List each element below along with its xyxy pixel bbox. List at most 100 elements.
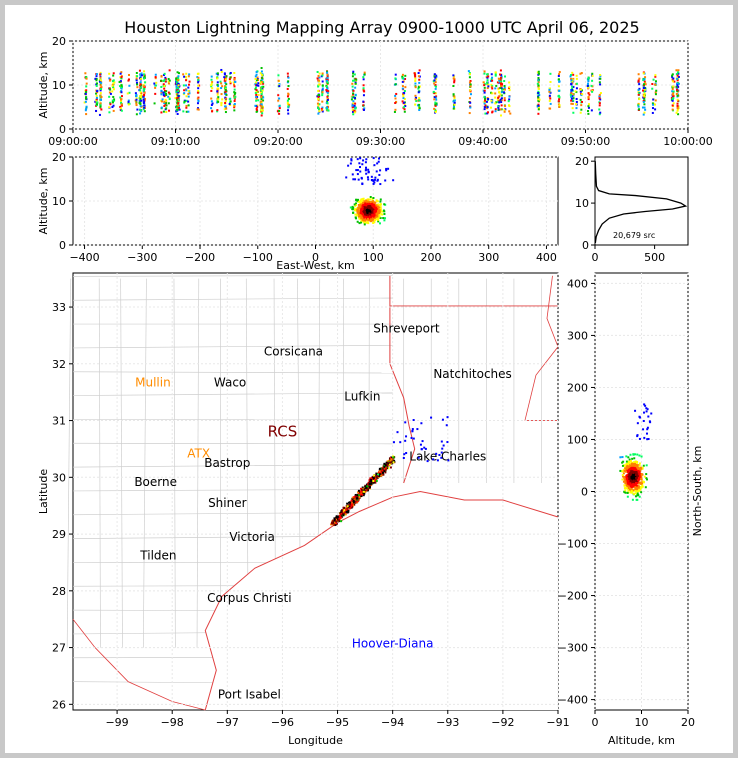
- east-west-source: [365, 199, 368, 202]
- altitude-time-source: [261, 112, 264, 115]
- altitude-time-source: [325, 85, 328, 88]
- altitude-time-source: [327, 109, 330, 112]
- altitude-time-source: [508, 86, 511, 89]
- north-south-source: [633, 463, 636, 466]
- altitude-time-source: [468, 81, 471, 84]
- east-west-source: [354, 178, 357, 181]
- east-west-source: [373, 202, 376, 205]
- altitude-time-source: [168, 96, 171, 99]
- east-west-source: [371, 214, 374, 217]
- altitude-time-source: [575, 103, 578, 106]
- plan-view-source: [356, 493, 359, 496]
- altitude-time-source: [352, 96, 355, 99]
- charts-layer: 09:00:00 09:10:00 09:20:00 09:30:00 09:40:00…: [37, 35, 713, 747]
- altitude-time-source: [254, 104, 257, 107]
- altitude-time-source: [224, 105, 227, 108]
- altitude-time-source: [433, 75, 436, 78]
- plan-view-source: [333, 518, 336, 521]
- altitude-time-source: [99, 105, 102, 108]
- east-west-source: [358, 205, 361, 208]
- altitude-time-source: [260, 114, 263, 117]
- altitude-time-source: [469, 106, 472, 109]
- altitude-time-source: [255, 73, 258, 76]
- plan-view-source: [346, 505, 349, 508]
- east-west-source: [356, 208, 359, 211]
- altitude-time-source: [210, 89, 213, 92]
- altitude-time-source: [598, 95, 601, 98]
- altitude-time-source: [316, 77, 319, 80]
- altitude-time-source: [136, 83, 139, 86]
- plan-view-source: [421, 440, 424, 443]
- altitude-time-source: [586, 85, 589, 88]
- altitude-time-source: [225, 97, 228, 100]
- altitude-time-source: [417, 87, 420, 90]
- altitude-time-source: [500, 101, 503, 104]
- altitude-time-source: [95, 98, 98, 101]
- east-west-source: [377, 209, 380, 212]
- north-south-source: [638, 475, 641, 478]
- altitude-time-source: [94, 100, 97, 103]
- plan-view-source: [372, 477, 375, 480]
- north-south-source: [643, 403, 646, 406]
- plan-view-source: [389, 466, 392, 469]
- plan-view-source: [381, 469, 384, 472]
- altitude-time-source: [469, 83, 472, 86]
- map-label-atx: ATX: [187, 446, 210, 460]
- plan-view-source: [337, 516, 340, 519]
- north-south-source: [639, 488, 642, 491]
- altitude-time-source: [139, 89, 142, 92]
- east-west-source: [377, 207, 380, 210]
- altitude-time-source: [277, 74, 280, 77]
- altitude-time-source: [362, 94, 365, 97]
- north-south-source: [638, 415, 641, 418]
- altitude-time-source: [599, 98, 602, 101]
- altitude-time-source: [499, 78, 502, 81]
- east-west-source: [385, 167, 388, 170]
- north-south-source: [636, 492, 639, 495]
- east-west-source: [359, 216, 362, 219]
- altitude-time-source: [142, 102, 145, 105]
- altitude-time-source: [96, 90, 99, 93]
- altitude-time-source: [95, 84, 98, 87]
- east-west-source: [371, 204, 374, 207]
- altitude-time-source: [487, 85, 490, 88]
- plan-view-source: [367, 484, 370, 487]
- plan-view-source: [375, 476, 378, 479]
- altitude-time-source: [354, 106, 357, 109]
- north-south-source: [623, 478, 626, 481]
- north-south-source: [637, 467, 640, 470]
- longitude-axis-tick-label: −97: [216, 716, 239, 729]
- altitude-time-source: [467, 70, 470, 73]
- time-axis-tick-label: 09:30:00: [356, 135, 405, 148]
- altitude-time-source: [483, 102, 486, 105]
- altitude-time-source: [571, 107, 574, 110]
- altitude-time-source: [228, 101, 231, 104]
- north-south-source: [629, 467, 632, 470]
- plan-view-source: [352, 501, 355, 504]
- altitude-time-source: [286, 99, 289, 102]
- altitude-time-source: [140, 77, 143, 80]
- north-south-source: [621, 474, 624, 477]
- altitude-time-source: [468, 97, 471, 100]
- east-west-source: [363, 223, 366, 226]
- altitude-time-source: [497, 105, 500, 108]
- east-west-source: [366, 201, 369, 204]
- altitude-time-source: [575, 87, 578, 90]
- east-west-source: [375, 215, 378, 218]
- east-west-source: [375, 212, 378, 215]
- altitude-time-source: [255, 79, 258, 82]
- figure-title: Houston Lightning Mapping Array 0900-100…: [124, 18, 639, 37]
- altitude-time-source: [225, 107, 228, 110]
- altitude-time-source: [113, 99, 116, 102]
- altitude-time-source: [350, 98, 353, 101]
- altitude-time-source: [317, 85, 320, 88]
- altitude-time-source: [127, 103, 130, 106]
- plan-view-source: [331, 521, 334, 524]
- altitude-time-source: [676, 85, 679, 88]
- altitude-time-source: [637, 73, 640, 76]
- altitude-time-source: [434, 85, 437, 88]
- altitude-time-source: [321, 110, 324, 113]
- altitude-time-source: [183, 75, 186, 78]
- plan-view-source: [440, 456, 443, 459]
- altitude-time-source: [197, 99, 200, 102]
